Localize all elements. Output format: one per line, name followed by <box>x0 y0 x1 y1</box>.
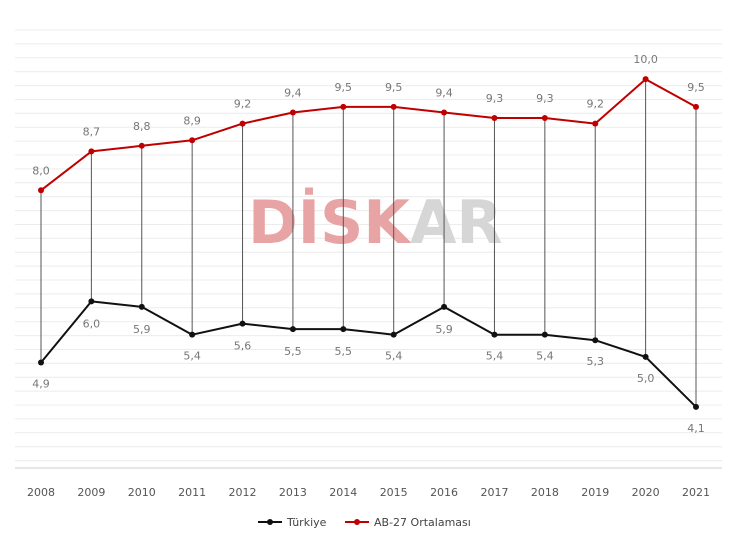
ab27-point-2012 <box>239 120 246 127</box>
data-points <box>38 76 699 410</box>
ab27-label-2015: 9,5 <box>385 81 403 94</box>
series-lines <box>40 78 697 408</box>
x-tick-2021: 2021 <box>682 486 710 499</box>
ab27-label-2021: 9,5 <box>687 81 705 94</box>
ab27-label-2016: 9,4 <box>435 86 453 99</box>
turkiye-point-2015 <box>390 331 397 338</box>
watermark-right-text: AR <box>410 188 503 258</box>
legend: Türkiye AB-27 Ortalaması <box>258 516 471 529</box>
ab27-point-2009 <box>88 148 95 155</box>
ab27-label-2008: 8,0 <box>32 164 50 177</box>
legend-turkiye-label: Türkiye <box>286 516 327 529</box>
turkiye-label-2013: 5,5 <box>284 345 302 358</box>
x-tick-2019: 2019 <box>581 486 609 499</box>
turkiye-label-2021: 4,1 <box>687 422 705 435</box>
turkiye-label-2016: 5,9 <box>435 323 453 336</box>
ab27-label-2014: 9,5 <box>335 81 353 94</box>
ab27-series-line <box>40 78 697 192</box>
turkiye-label-2011: 5,4 <box>183 350 201 363</box>
turkiye-label-2009: 6,0 <box>83 317 101 330</box>
turkiye-point-2014 <box>340 326 347 333</box>
turkiye-point-2020 <box>642 353 649 360</box>
x-tick-2016: 2016 <box>430 486 458 499</box>
turkiye-point-2012 <box>239 320 246 327</box>
turkiye-label-2014: 5,5 <box>335 345 353 358</box>
legend-ab27-label: AB-27 Ortalaması <box>374 516 471 529</box>
x-tick-2015: 2015 <box>380 486 408 499</box>
ab27-point-2010 <box>138 142 145 149</box>
ab27-label-2010: 8,8 <box>133 120 151 133</box>
ab27-point-2021 <box>693 103 699 110</box>
ab27-point-2013 <box>289 109 296 116</box>
ab27-point-2011 <box>189 137 196 144</box>
ab27-label-2018: 9,3 <box>536 92 554 105</box>
year-connectors <box>40 79 697 407</box>
turkiye-point-2013 <box>289 326 296 333</box>
ab27-point-2014 <box>340 103 347 110</box>
x-tick-2009: 2009 <box>77 486 105 499</box>
ab27-point-2020 <box>642 76 649 83</box>
ab27-label-2012: 9,2 <box>234 98 252 111</box>
turkiye-label-2020: 5,0 <box>637 372 655 385</box>
turkiye-point-2016 <box>441 303 448 310</box>
turkiye-point-2010 <box>138 303 145 310</box>
turkiye-label-2008: 4,9 <box>32 377 50 390</box>
ab27-point-2016 <box>441 109 448 116</box>
turkiye-point-2018 <box>541 331 548 338</box>
turkiye-label-2018: 5,4 <box>536 350 554 363</box>
turkiye-series-line <box>40 300 697 408</box>
turkiye-point-2019 <box>592 337 599 344</box>
turkiye-point-2011 <box>189 331 196 338</box>
turkiye-label-2010: 5,9 <box>133 323 151 336</box>
turkiye-label-2019: 5,3 <box>586 355 604 368</box>
turkiye-point-2008 <box>38 359 44 366</box>
watermark-logo: DİSK AR <box>248 186 503 258</box>
x-tick-2017: 2017 <box>480 486 508 499</box>
watermark-left-text: DİSK <box>248 186 412 258</box>
ab27-point-2015 <box>390 103 397 110</box>
ab27-label-2009: 8,7 <box>83 125 101 138</box>
x-tick-2013: 2013 <box>279 486 307 499</box>
ab27-point-2008 <box>38 187 44 194</box>
x-tick-2010: 2010 <box>128 486 156 499</box>
x-tick-2011: 2011 <box>178 486 206 499</box>
ab27-label-2013: 9,4 <box>284 86 302 99</box>
gridlines <box>15 29 722 469</box>
ab27-label-2017: 9,3 <box>486 92 504 105</box>
legend-turkiye-marker <box>267 519 273 525</box>
legend-ab27-marker <box>354 519 360 525</box>
ab27-point-2019 <box>592 120 599 127</box>
x-tick-2018: 2018 <box>531 486 559 499</box>
x-axis-ticks: 2008 2009 2010 2011 2012 2013 2014 2015 2016 2017… <box>27 486 710 499</box>
turkiye-label-2015: 5,4 <box>385 350 403 363</box>
turkiye-point-2021 <box>693 403 699 410</box>
x-tick-2008: 2008 <box>27 486 55 499</box>
turkiye-label-2017: 5,4 <box>486 350 504 363</box>
ab27-label-2019: 9,2 <box>586 98 604 111</box>
ab27-label-2020: 10,0 <box>633 53 658 66</box>
x-tick-2012: 2012 <box>229 486 257 499</box>
turkiye-label-2012: 5,6 <box>234 340 252 353</box>
turkiye-point-2017 <box>491 331 498 338</box>
x-tick-2020: 2020 <box>632 486 660 499</box>
data-labels: 8,0 8,7 8,8 8,9 9,2 9,4 9,5 9,5 9,4 9,3 9,3 9,2 10,0… <box>32 53 705 435</box>
ab27-point-2017 <box>491 115 498 122</box>
x-tick-2014: 2014 <box>329 486 357 499</box>
turkiye-point-2009 <box>88 298 95 305</box>
ab27-point-2018 <box>541 115 548 122</box>
ab27-label-2011: 8,9 <box>183 114 201 127</box>
